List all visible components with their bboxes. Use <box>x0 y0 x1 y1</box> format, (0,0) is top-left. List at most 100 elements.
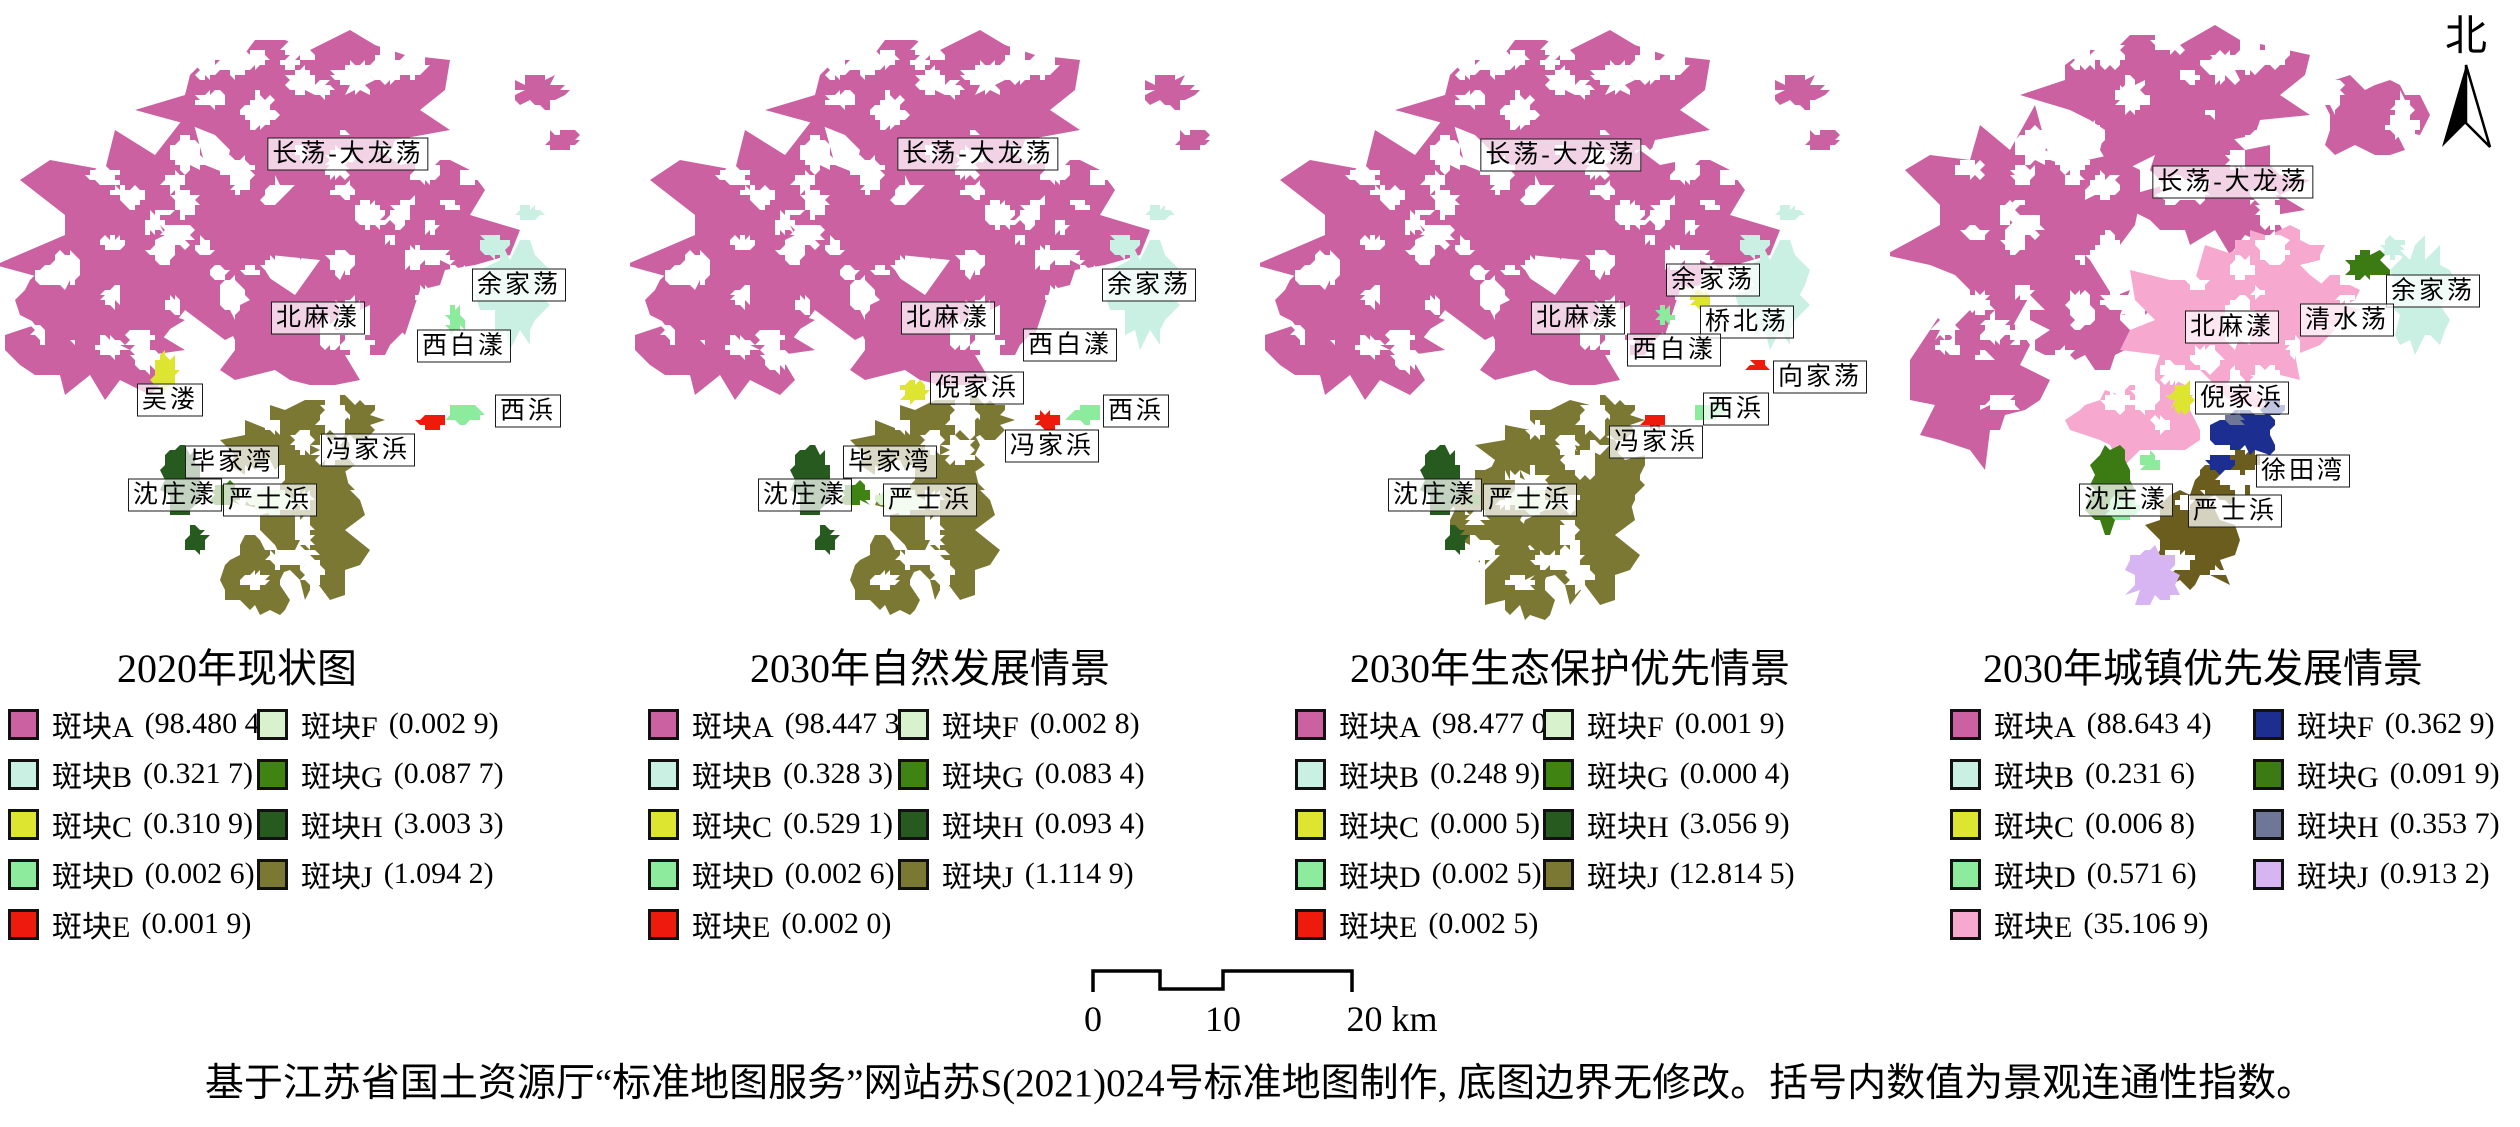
map-hole <box>965 130 980 135</box>
figure-caption: 基于江苏省国土资源厅“标准地图服务”网站苏S(2021)024号标准地图制作, … <box>204 1062 2316 1105</box>
legend-value: (0.362 9) <box>2384 707 2495 740</box>
map-hole <box>730 285 750 310</box>
patch-H <box>1445 525 1470 555</box>
map-hole <box>2205 50 2240 85</box>
legend-item: 斑块C (0.310 9) <box>8 803 253 845</box>
map-label: 沈庄漾 <box>757 478 853 512</box>
map-hole <box>1715 170 1740 185</box>
legend-swatch-B <box>648 758 679 790</box>
legend-item: 斑块C (0.000 5) <box>1295 803 1540 845</box>
map-hole <box>850 155 885 180</box>
map-hole <box>1660 50 1690 80</box>
map-hole <box>240 570 270 590</box>
map-label: 沈庄漾 <box>127 478 223 512</box>
map-hole <box>1530 550 1560 570</box>
legend-label: 斑块H <box>942 811 1024 844</box>
map-hole <box>240 265 260 275</box>
map-hole <box>1045 250 1085 265</box>
legend-label: 斑块D <box>52 861 134 894</box>
map-hole <box>1055 220 1070 235</box>
patch-D <box>445 305 465 335</box>
map-label: 余家荡 <box>1665 263 1761 297</box>
map-hole <box>1490 180 1510 195</box>
legend-swatch-G <box>2253 758 2284 790</box>
legend-item: 斑块C (0.529 1) <box>648 803 893 845</box>
legend-item: 斑块A (88.643 4) <box>1950 703 2212 745</box>
map-hole <box>1960 225 1990 240</box>
map-hole <box>1645 200 1670 230</box>
map-hole <box>2055 150 2090 175</box>
map-hole <box>1390 340 1420 375</box>
map-hole <box>845 35 885 80</box>
legend-label: 斑块A <box>1994 711 2076 744</box>
legend-item: 斑块C (0.006 8) <box>1950 803 2195 845</box>
map-hole <box>1370 185 1390 200</box>
map-hole <box>1585 250 1615 280</box>
map-hole <box>220 275 250 320</box>
legend-label: 斑块B <box>1339 761 1420 794</box>
map-label: 余家荡 <box>2385 274 2481 308</box>
legend-value: (0.002 0) <box>781 907 892 940</box>
patch-A <box>515 75 570 110</box>
map-label: 冯家浜 <box>320 433 416 467</box>
patch-F <box>2205 455 2235 475</box>
north-arrow-icon <box>2442 64 2492 148</box>
map-label: 余家荡 <box>1101 268 1197 302</box>
legend-label: 斑块E <box>52 911 131 944</box>
map-hole <box>1935 335 1960 355</box>
map-hole <box>790 170 815 195</box>
map-hole <box>1505 575 1535 590</box>
map-hole <box>400 50 430 80</box>
legend-value: (0.002 8) <box>1029 707 1140 740</box>
map-label: 严士浜 <box>1482 483 1578 517</box>
map-panel-1: 长荡-大龙荡 余家荡 北麻漾 西白漾 吴溇 西浜 冯家浜 毕家湾 沈庄漾 严士浜 2020年现状图斑… <box>0 0 630 944</box>
map-hole <box>740 185 760 200</box>
legend-swatch-C <box>8 808 39 840</box>
legend-item: 斑块E (0.001 9) <box>8 903 251 945</box>
legend-swatch-H <box>2253 808 2284 840</box>
map-hole <box>1000 45 1035 85</box>
map-hole <box>1475 35 1515 80</box>
patch-B <box>1735 235 1770 260</box>
map-hole <box>195 55 225 80</box>
map-hole <box>920 430 945 460</box>
legend-label: 斑块H <box>1587 811 1669 844</box>
map-hole <box>1360 235 1385 250</box>
map-hole <box>230 180 250 195</box>
map-label: 冯家浜 <box>1004 429 1100 463</box>
legend-label: 斑块B <box>1994 761 2075 794</box>
map-hole <box>130 340 160 375</box>
legend-value: (3.003 3) <box>393 807 504 840</box>
legend-item: 斑块G (0.087 7) <box>257 753 504 795</box>
map-label: 西浜 <box>1102 394 1170 428</box>
legend-swatch-F <box>257 708 288 740</box>
map-panel-2: 长荡-大龙荡 余家荡 北麻漾 西白漾 倪家浜 西浜 冯家浜 毕家湾 沈庄漾 严士浜 2030年自然发… <box>630 0 1260 944</box>
patch-A <box>1175 130 1210 150</box>
map-label: 北麻漾 <box>1530 301 1626 335</box>
patch-E <box>1745 360 1770 370</box>
legend-label: 斑块C <box>1994 811 2075 844</box>
legend-label: 斑块F <box>2297 711 2374 744</box>
map-label: 冯家浜 <box>1608 425 1704 459</box>
map-hole <box>970 60 1005 95</box>
map-hole <box>1430 135 1465 175</box>
legend-item: 斑块J (1.114 9) <box>898 853 1134 895</box>
map-hole <box>2100 390 2135 415</box>
map-hole <box>2225 150 2245 170</box>
map-label: 长荡-大龙荡 <box>267 137 429 171</box>
map-hole <box>775 210 795 235</box>
map-hole <box>2005 215 2045 240</box>
legend-swatch-B <box>8 758 39 790</box>
legend-label: 斑块H <box>301 811 383 844</box>
map-hole <box>445 265 480 300</box>
legend-item: 斑块G (0.083 4) <box>898 753 1145 795</box>
map-hole <box>195 235 215 260</box>
map-hole <box>1980 310 2010 345</box>
map-hole <box>440 200 460 210</box>
map-hole <box>860 180 880 195</box>
map-hole <box>2315 70 2345 115</box>
map-hole <box>1575 395 1610 440</box>
map-hole <box>340 60 375 95</box>
legend-value: (0.310 9) <box>143 807 253 840</box>
patch-E <box>415 415 450 430</box>
